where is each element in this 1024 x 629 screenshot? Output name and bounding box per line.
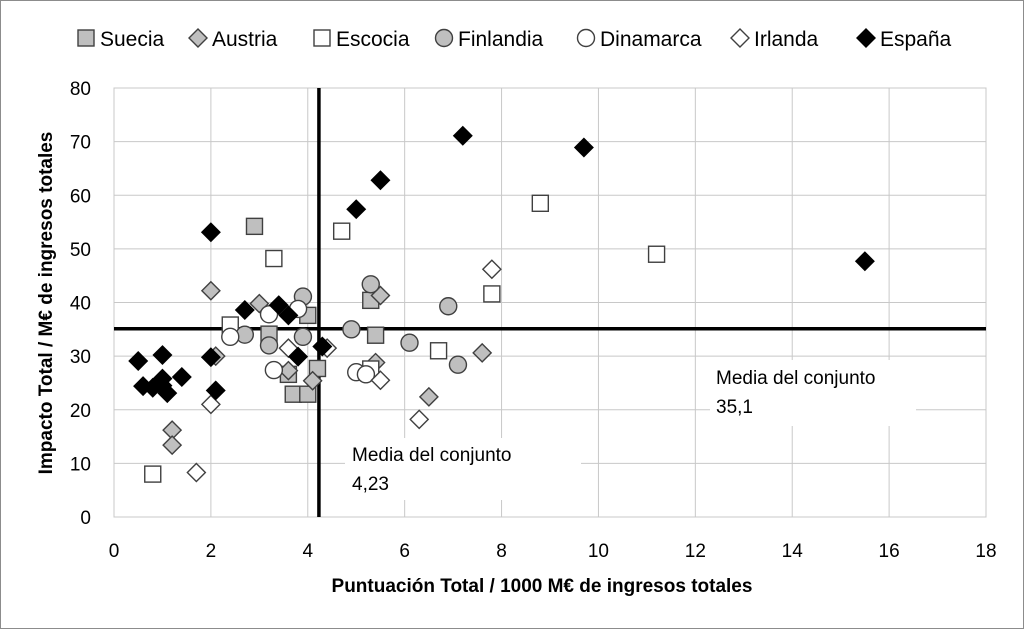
point-espana: [152, 345, 173, 366]
y-tick-label: 10: [70, 454, 91, 475]
legend-label-finlandia: Finlandia: [458, 28, 544, 51]
point-suecia: [299, 385, 317, 403]
y-tick-label: 40: [70, 294, 91, 315]
legend-marker-austria: [188, 28, 208, 48]
x-tick-label: 18: [975, 541, 996, 562]
point-finlandia: [342, 320, 361, 339]
legend-marker-irlanda: [730, 28, 750, 48]
point-escocia: [144, 465, 162, 483]
annotations: Media del conjunto 4,23 Media del conjunto…: [345, 360, 916, 500]
point-austria: [472, 342, 493, 363]
point-austria: [162, 435, 183, 456]
point-espana: [346, 199, 367, 220]
annotation-y-mean-label: Media del conjunto: [716, 368, 876, 389]
point-suecia: [245, 217, 264, 236]
plot-area-border: [113, 87, 987, 518]
legend-marker-espana: [856, 28, 876, 48]
point-finlandia: [361, 275, 380, 294]
annotation-y-mean-value: 35,1: [716, 397, 753, 418]
point-finlandia: [259, 336, 279, 355]
point-espana: [200, 347, 221, 368]
annotation-box-x-mean: [345, 438, 581, 500]
legend-label-escocia: Escocia: [336, 28, 410, 51]
point-espana: [268, 295, 289, 316]
x-tick-label: 2: [206, 541, 217, 562]
point-finlandia: [448, 355, 468, 374]
point-espana: [288, 346, 309, 367]
x-tick-label: 10: [588, 541, 609, 562]
y-tick-label: 20: [70, 401, 91, 422]
y-tick-label: 70: [70, 133, 91, 154]
y-axis-title: Impacto Total / M€ de ingresos totales: [36, 132, 57, 475]
x-tick-label: 16: [879, 541, 900, 562]
data-points: [128, 125, 875, 483]
point-escocia: [647, 245, 666, 263]
legend-marker-suecia: [77, 29, 95, 47]
point-espana: [152, 375, 173, 396]
legend-marker-escocia: [313, 29, 331, 47]
point-austria: [200, 280, 221, 301]
point-espana: [234, 300, 255, 320]
x-tick-label: 6: [399, 541, 410, 562]
point-espana: [171, 367, 192, 388]
tick-labels: 0 2 4 6 8 10 12 14 16 18 0 10 20 30 40 50 60 70 80: [70, 79, 997, 562]
x-axis-title: Puntuación Total / 1000 M€ de ingresos t…: [332, 576, 753, 597]
point-suecia: [284, 385, 302, 403]
legend-label-dinamarca: Dinamarca: [600, 28, 702, 51]
legend-label-espana: España: [880, 28, 952, 51]
legend-label-austria: Austria: [212, 28, 278, 51]
point-escocia: [483, 285, 501, 303]
point-dinamarca: [264, 360, 284, 380]
point-espana: [278, 305, 299, 326]
point-suecia: [366, 326, 385, 344]
x-tick-label: 14: [782, 541, 804, 562]
y-tick-label: 0: [80, 508, 91, 529]
point-espana: [312, 336, 333, 357]
point-finlandia: [439, 297, 458, 316]
point-irlanda: [409, 409, 430, 430]
x-tick-label: 8: [496, 541, 507, 562]
point-espana: [854, 251, 875, 272]
axis-titles: Puntuación Total / 1000 M€ de ingresos t…: [36, 132, 752, 597]
annotation-x-mean-label: Media del conjunto: [352, 445, 512, 466]
point-finlandia: [293, 327, 313, 347]
legend-marker-dinamarca: [576, 28, 596, 48]
point-escocia: [429, 342, 448, 360]
annotation-x-mean-value: 4,23: [352, 474, 389, 495]
point-escocia: [265, 249, 283, 268]
point-espana: [573, 137, 594, 158]
point-dinamarca: [356, 365, 376, 384]
point-finlandia: [400, 333, 419, 352]
point-espana: [128, 350, 149, 371]
annotation-box-y-mean: [710, 360, 916, 426]
legend-label-suecia: Suecia: [100, 28, 165, 51]
reference-lines: [114, 88, 986, 517]
x-tick-label: 0: [109, 541, 120, 562]
legend-label-irlanda: Irlanda: [754, 28, 819, 51]
point-espana: [452, 125, 473, 146]
legend: Suecia Austria Escocia Finlandia Dinamarca Ir…: [77, 28, 952, 51]
point-espana: [200, 222, 221, 243]
point-irlanda: [370, 370, 391, 391]
x-tick-label: 4: [302, 541, 313, 562]
point-espana: [205, 380, 226, 401]
point-irlanda: [481, 259, 502, 280]
x-tick-label: 12: [685, 541, 706, 562]
legend-marker-finlandia: [434, 28, 454, 48]
point-espana: [370, 170, 391, 191]
point-escocia: [332, 222, 351, 240]
point-dinamarca: [221, 327, 240, 347]
point-escocia: [531, 194, 550, 212]
y-tick-label: 80: [70, 79, 91, 100]
point-dinamarca: [259, 305, 279, 324]
point-austria: [418, 386, 439, 407]
y-tick-label: 60: [70, 186, 91, 207]
point-irlanda: [186, 462, 207, 483]
y-tick-label: 50: [70, 240, 91, 261]
y-tick-label: 30: [70, 347, 91, 368]
gridlines: [113, 87, 987, 518]
point-austria: [302, 370, 323, 391]
